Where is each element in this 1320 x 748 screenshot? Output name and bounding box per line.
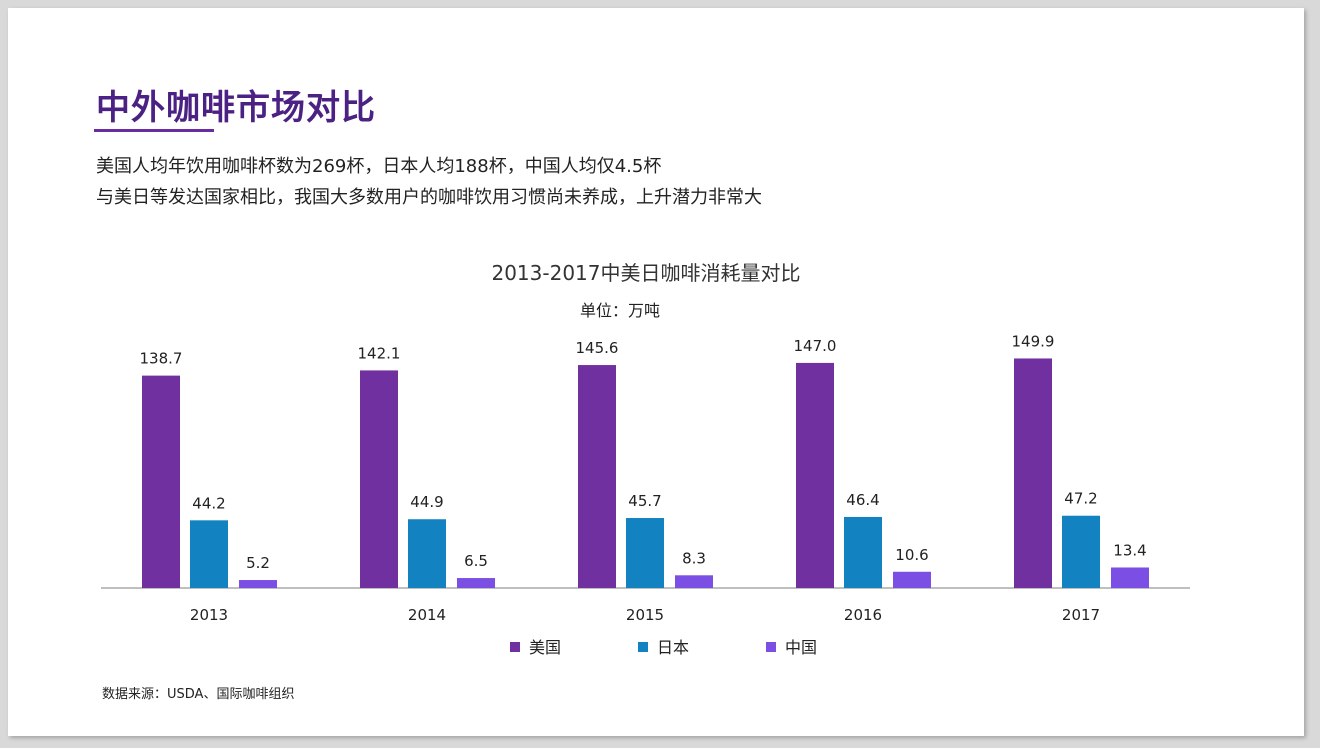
legend-swatch [638,642,648,652]
bar-2015-series-1 [626,518,664,588]
bar-2017-series-0 [1014,358,1052,588]
chart-title: 2013-2017中美日咖啡消耗量对比 [491,261,800,285]
x-tick-label: 2017 [1062,606,1100,624]
x-tick-label: 2015 [626,606,664,624]
x-tick-label: 2013 [190,606,228,624]
chart-unit-label: 单位：万吨 [580,301,660,320]
data-label: 44.2 [192,494,225,512]
page-title: 中外咖啡市场对比 [96,88,376,128]
subtitle-line-2: 与美日等发达国家相比，我国大多数用户的咖啡饮用习惯尚未养成，上升潜力非常大 [96,187,762,208]
x-tick-labels: 2013 2014 2015 2016 2017 [190,606,1100,624]
subtitle-line-1: 美国人均年饮用咖啡杯数为269杯，日本人均188杯，中国人均仅4.5杯 [96,156,662,177]
data-label: 145.6 [576,339,619,357]
title-underline [94,129,214,132]
x-tick-label: 2014 [408,606,446,624]
bar-2014-series-1 [408,519,446,588]
bar-2016-series-1 [844,516,882,588]
bar-2015-series-2 [675,575,713,588]
data-label: 10.6 [895,546,928,564]
bar-2017-series-2 [1111,567,1149,588]
data-labels-layer: 138.7 44.2 5.2 142.1 44.9 6.5 145.6 45.7 8.3 147.… [140,332,1147,572]
data-label: 142.1 [358,344,401,362]
bars-layer [142,358,1149,588]
data-label: 45.7 [628,492,661,510]
bar-2013-series-1 [190,520,228,588]
bar-2017-series-1 [1062,515,1100,588]
bar-2014-series-2 [457,578,495,588]
legend-swatch [510,642,520,652]
bar-2016-series-0 [796,362,834,588]
slide: 中外咖啡市场对比 美国人均年饮用咖啡杯数为269杯，日本人均188杯，中国人均仅… [8,8,1304,736]
data-label: 47.2 [1064,490,1097,508]
legend: 美国 日本 中国 [510,638,817,657]
data-label: 46.4 [846,491,879,509]
bar-2014-series-0 [360,370,398,588]
data-label: 147.0 [794,337,837,355]
data-label: 8.3 [682,549,706,567]
data-label: 44.9 [410,493,443,511]
bar-2016-series-2 [893,571,931,588]
data-label: 5.2 [246,554,270,572]
legend-swatch [766,642,776,652]
bar-2015-series-0 [578,365,616,588]
x-tick-label: 2016 [844,606,882,624]
source-note: 数据来源：USDA、国际咖啡组织 [102,687,295,702]
legend-label: 日本 [657,638,689,657]
legend-label: 中国 [785,638,817,657]
data-label: 149.9 [1012,332,1055,350]
data-label: 138.7 [140,350,183,368]
bar-2013-series-0 [142,375,180,588]
legend-label: 美国 [529,638,561,657]
data-label: 6.5 [464,552,488,570]
bar-2013-series-2 [239,580,277,588]
data-label: 13.4 [1113,541,1146,559]
